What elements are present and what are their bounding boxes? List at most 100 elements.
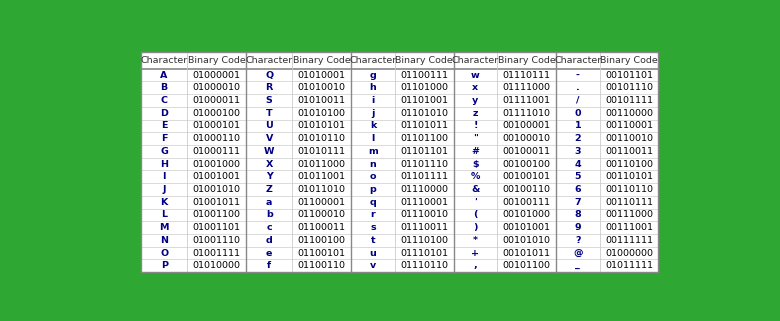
Text: w: w [471, 71, 480, 80]
Text: 01011000: 01011000 [298, 160, 346, 169]
Text: s: s [370, 223, 376, 232]
Text: Character: Character [349, 56, 396, 65]
Text: 01010111: 01010111 [298, 147, 346, 156]
Text: Character: Character [140, 56, 188, 65]
Text: 01001111: 01001111 [193, 248, 241, 257]
Text: 01101111: 01101111 [400, 172, 448, 181]
Text: 01101011: 01101011 [400, 121, 448, 130]
Text: 00110010: 00110010 [605, 134, 653, 143]
Text: g: g [370, 71, 376, 80]
Text: 00110110: 00110110 [605, 185, 653, 194]
Bar [141, 52, 658, 272]
Text: Binary Code: Binary Code [395, 56, 453, 65]
Text: 01011001: 01011001 [298, 172, 346, 181]
Text: 00101110: 00101110 [605, 83, 653, 92]
Text: W: W [264, 147, 275, 156]
Text: Y: Y [266, 172, 272, 181]
Text: 01011010: 01011010 [298, 185, 346, 194]
Text: 00101111: 00101111 [605, 96, 653, 105]
Text: 01000110: 01000110 [193, 134, 241, 143]
Text: 01000111: 01000111 [193, 147, 241, 156]
Text: q: q [370, 198, 376, 207]
Text: 01001001: 01001001 [193, 172, 241, 181]
Text: 00100101: 00100101 [502, 172, 551, 181]
Text: 00101101: 00101101 [605, 71, 653, 80]
Text: -: - [576, 71, 580, 80]
Text: 01010000: 01010000 [193, 261, 241, 270]
Text: P: P [161, 261, 168, 270]
Text: ": " [473, 134, 478, 143]
Text: 1: 1 [575, 121, 581, 130]
Text: d: d [266, 236, 272, 245]
Text: 01010001: 01010001 [298, 71, 346, 80]
Text: 01101100: 01101100 [400, 134, 448, 143]
Text: (: ( [473, 210, 477, 219]
Text: $: $ [472, 160, 479, 169]
Text: ,: , [473, 261, 477, 270]
Text: 01001100: 01001100 [193, 210, 241, 219]
Text: 01110001: 01110001 [400, 198, 448, 207]
Text: o: o [370, 172, 376, 181]
Text: 00100111: 00100111 [502, 198, 551, 207]
Text: *: * [473, 236, 478, 245]
Text: @: @ [573, 248, 583, 257]
Text: #: # [471, 147, 480, 156]
Text: ): ) [473, 223, 477, 232]
Text: 00101001: 00101001 [502, 223, 551, 232]
Text: J: J [162, 185, 166, 194]
Text: 00110100: 00110100 [605, 160, 653, 169]
Text: 00101000: 00101000 [502, 210, 551, 219]
Text: 01001010: 01001010 [193, 185, 241, 194]
Text: 01110000: 01110000 [400, 185, 448, 194]
Text: H: H [160, 160, 168, 169]
Text: 00100110: 00100110 [502, 185, 551, 194]
Text: 01010010: 01010010 [298, 83, 346, 92]
Text: 01100011: 01100011 [298, 223, 346, 232]
Text: v: v [370, 261, 376, 270]
Text: 01010101: 01010101 [298, 121, 346, 130]
Text: _: _ [576, 261, 580, 270]
Text: n: n [370, 160, 376, 169]
Text: 01100001: 01100001 [298, 198, 346, 207]
Text: 01110010: 01110010 [400, 210, 448, 219]
Text: 01111001: 01111001 [502, 96, 551, 105]
Text: 01100010: 01100010 [298, 210, 346, 219]
Text: l: l [371, 134, 374, 143]
Text: Character: Character [246, 56, 292, 65]
Text: 01110110: 01110110 [400, 261, 448, 270]
Text: c: c [267, 223, 272, 232]
Text: Binary Code: Binary Code [188, 56, 246, 65]
Text: u: u [370, 248, 376, 257]
Text: j: j [371, 108, 374, 118]
Text: 01000001: 01000001 [193, 71, 241, 80]
Text: R: R [265, 83, 273, 92]
Text: O: O [160, 248, 168, 257]
Text: X: X [265, 160, 273, 169]
Text: 00100100: 00100100 [502, 160, 551, 169]
Text: 01110111: 01110111 [502, 71, 551, 80]
Text: 2: 2 [575, 134, 581, 143]
Text: 01000011: 01000011 [193, 96, 241, 105]
Text: %: % [470, 172, 480, 181]
Text: 00101100: 00101100 [502, 261, 551, 270]
Text: 7: 7 [575, 198, 581, 207]
Text: 01000010: 01000010 [193, 83, 241, 92]
Text: 01111010: 01111010 [502, 108, 551, 118]
Text: e: e [266, 248, 272, 257]
Text: i: i [371, 96, 374, 105]
Text: 00110011: 00110011 [605, 147, 653, 156]
Text: B: B [161, 83, 168, 92]
Text: 4: 4 [575, 160, 581, 169]
Text: 01100111: 01100111 [400, 71, 448, 80]
Text: Character: Character [555, 56, 601, 65]
Text: 00111000: 00111000 [605, 210, 653, 219]
Text: Binary Code: Binary Code [292, 56, 351, 65]
Text: 00110001: 00110001 [605, 121, 653, 130]
Text: 00110101: 00110101 [605, 172, 653, 181]
Text: S: S [266, 96, 272, 105]
Text: 00100001: 00100001 [502, 121, 551, 130]
Text: y: y [472, 96, 478, 105]
Text: 01110101: 01110101 [400, 248, 448, 257]
Text: T: T [266, 108, 272, 118]
Text: a: a [266, 198, 272, 207]
